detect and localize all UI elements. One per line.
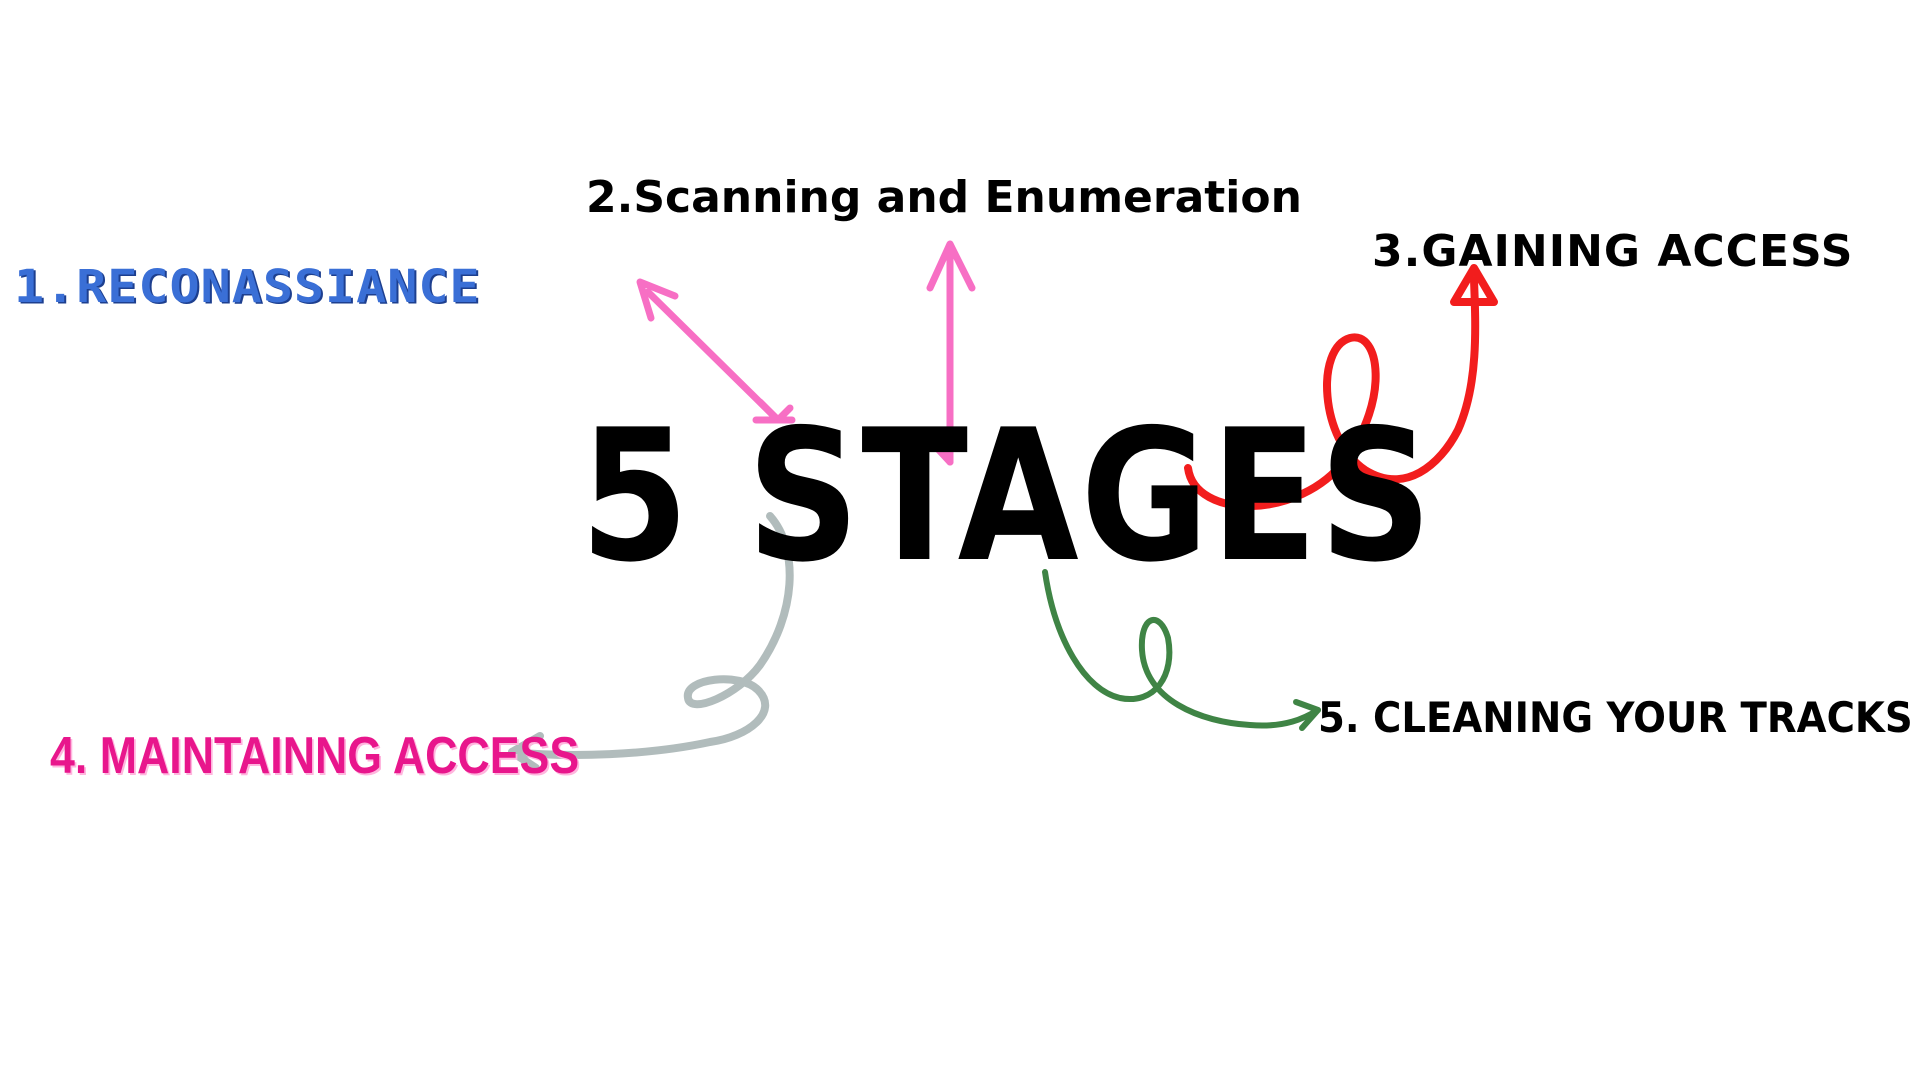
- arrow-to-scanning: [926, 240, 976, 466]
- stage-4-label: 4. MAINTAINNG ACCESS: [50, 727, 580, 785]
- diagram-title: 5 STAGES: [580, 390, 1434, 602]
- arrow-to-reconnaissance: [636, 278, 796, 424]
- stage-1-label: 1.RECONASSIANCE: [14, 260, 481, 313]
- arrow-to-gaining-access: [1184, 264, 1498, 510]
- stage-3-label: 3.GAINING ACCESS: [1372, 226, 1854, 277]
- arrow-to-cleaning-tracks: [1042, 569, 1321, 731]
- arrow-to-maintaining-access: [508, 512, 794, 772]
- stage-2-label: 2.Scanning and Enumeration: [586, 172, 1302, 223]
- stage-5-label: 5. CLEANING YOUR TRACKS: [1318, 693, 1913, 742]
